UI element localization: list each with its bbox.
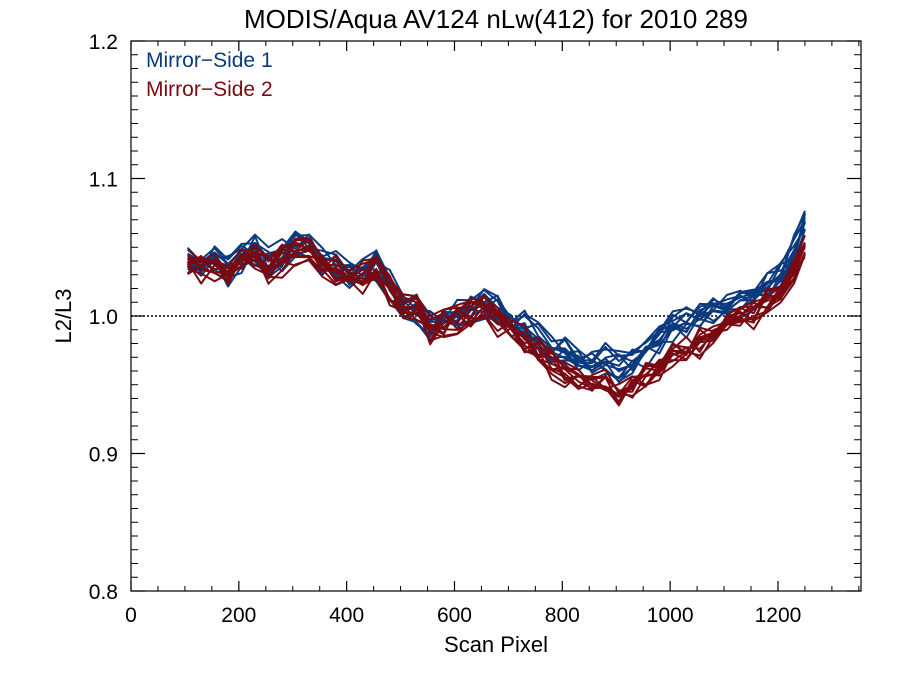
x-tick-label: 800 [545, 604, 580, 627]
series-line-mirror-side-2 [187, 241, 806, 396]
legend-mirror-side-2: Mirror−Side 2 [146, 78, 273, 101]
y-tick-label: 1.0 [89, 306, 118, 329]
legend: Mirror−Side 1 Mirror−Side 2 [146, 49, 273, 101]
series-line-mirror-side-2 [187, 243, 806, 407]
x-tick-label: 1200 [755, 604, 802, 627]
x-axis-label: Scan Pixel [444, 632, 548, 657]
series-lines [186, 210, 806, 407]
x-tick-label: 0 [125, 604, 137, 627]
series-line-mirror-side-2 [186, 239, 806, 398]
x-tick-label: 1000 [647, 604, 694, 627]
y-tick-label: 0.8 [89, 581, 118, 604]
y-axis: 0.8 0.9 1.0 1.1 1.2 [89, 31, 861, 604]
series-line-mirror-side-2 [186, 254, 806, 403]
series-line-mirror-side-1 [187, 210, 806, 372]
y-tick-label: 0.9 [89, 444, 118, 467]
x-tick-label: 400 [329, 604, 364, 627]
series-line-mirror-side-2 [187, 251, 806, 399]
x-tick-label: 600 [437, 604, 472, 627]
series-line-mirror-side-2 [186, 235, 806, 393]
y-tick-label: 1.2 [89, 31, 118, 54]
y-tick-label: 1.1 [89, 169, 118, 192]
legend-mirror-side-1: Mirror−Side 1 [146, 49, 273, 72]
x-axis: 0 200 400 600 800 1000 1200 [125, 41, 860, 627]
x-tick-label: 200 [221, 604, 256, 627]
y-axis-label: L2/L3 [51, 288, 76, 343]
chart-title: MODIS/Aqua AV124 nLw(412) for 2010 289 [244, 4, 748, 34]
